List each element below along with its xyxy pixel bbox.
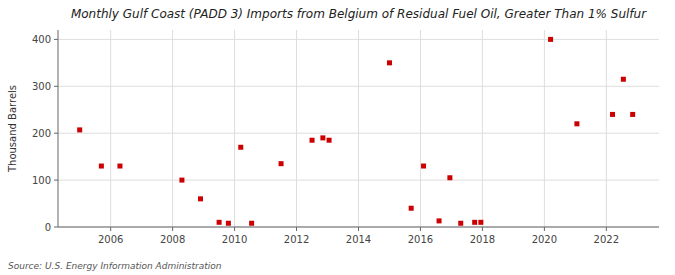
x-grid-line: [234, 30, 235, 227]
point: [458, 221, 463, 226]
x-tick-label: 2018: [470, 234, 495, 245]
point: [320, 135, 325, 140]
x-tick: [234, 227, 235, 231]
x-grid-line: [296, 30, 297, 227]
y-tick: [54, 227, 58, 228]
x-tick-label: 2006: [98, 234, 123, 245]
x-grid-line: [482, 30, 483, 227]
point: [198, 196, 203, 201]
y-axis-label: Thousand Barrels: [7, 85, 18, 173]
x-grid-line: [544, 30, 545, 227]
axes: 2006 2008 2010 2012 2014 2016 2018 2020 2022 0 100…: [32, 30, 659, 245]
grid: [58, 30, 659, 227]
chart-container: Monthly Gulf Coast (PADD 3) Imports from…: [0, 0, 675, 275]
point: [179, 178, 184, 183]
point: [99, 164, 104, 169]
x-tick: [606, 227, 607, 231]
x-tick-label: 2014: [346, 234, 371, 245]
point: [327, 138, 332, 143]
point: [387, 60, 392, 65]
point: [117, 164, 122, 169]
x-tick-label: 2012: [284, 234, 309, 245]
x-tick: [358, 227, 359, 231]
x-grid-line: [358, 30, 359, 227]
x-grid-line: [172, 30, 173, 227]
x-tick-label: 2010: [222, 234, 247, 245]
y-tick: [54, 133, 58, 134]
point: [238, 145, 243, 150]
chart-svg: Monthly Gulf Coast (PADD 3) Imports from…: [0, 0, 675, 275]
y-tick-label: 0: [45, 222, 51, 233]
y-tick-label: 200: [32, 128, 51, 139]
point: [421, 164, 426, 169]
point: [610, 112, 615, 117]
point: [249, 221, 254, 226]
point: [437, 218, 442, 223]
x-grid-line: [420, 30, 421, 227]
title: Monthly Gulf Coast (PADD 3) Imports from…: [71, 7, 647, 21]
point: [226, 221, 231, 226]
point: [472, 220, 477, 225]
point: [77, 127, 82, 132]
x-grid-line: [606, 30, 607, 227]
point: [279, 161, 284, 166]
x-tick: [110, 227, 111, 231]
x-tick-label: 2016: [408, 234, 433, 245]
x-tick-label: 2020: [532, 234, 557, 245]
point: [409, 206, 414, 211]
y-tick-label: 300: [32, 81, 51, 92]
point: [630, 112, 635, 117]
x-tick: [544, 227, 545, 231]
source-note: Source: U.S. Energy Information Administ…: [8, 261, 222, 271]
y-tick: [54, 180, 58, 181]
x-tick: [172, 227, 173, 231]
x-tick: [296, 227, 297, 231]
x-grid-line: [110, 30, 111, 227]
point: [574, 121, 579, 126]
x-tick: [482, 227, 483, 231]
y-tick: [54, 39, 58, 40]
point: [621, 77, 626, 82]
point: [548, 37, 553, 42]
y-tick-label: 100: [32, 175, 51, 186]
points: [77, 37, 635, 226]
y-tick-label: 400: [32, 34, 51, 45]
x-tick-label: 2022: [594, 234, 619, 245]
y-tick: [54, 86, 58, 87]
point: [478, 220, 483, 225]
x-tick: [420, 227, 421, 231]
y-axis-line: [58, 30, 59, 227]
x-tick-label: 2008: [160, 234, 185, 245]
point: [217, 220, 222, 225]
point: [447, 175, 452, 180]
point: [310, 138, 315, 143]
background: [0, 0, 675, 275]
